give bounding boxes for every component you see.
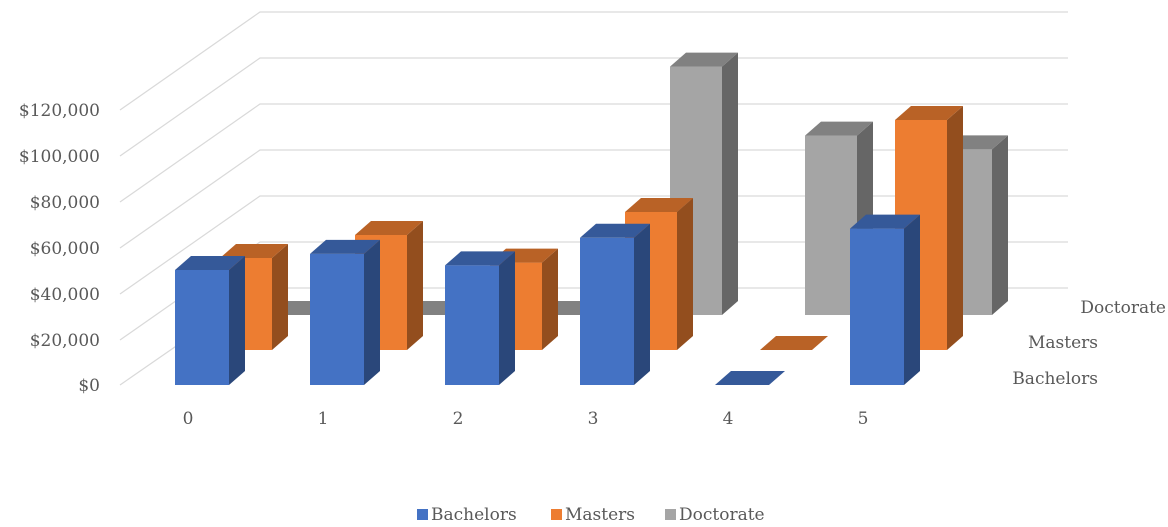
y-tick-label: $120,000 (19, 101, 100, 121)
depth-axis-label: Bachelors (1012, 369, 1098, 389)
y-tick-label: $100,000 (19, 147, 100, 167)
y-tick-label: $40,000 (30, 285, 100, 305)
bar-bachelors-1 (310, 239, 380, 385)
gridline (119, 57, 1068, 157)
depth-axis-label: Doctorate (1080, 298, 1166, 318)
y-tick-label: $0 (78, 376, 100, 396)
y-tick-label: $60,000 (30, 239, 100, 259)
y-tick-label: $80,000 (30, 193, 100, 213)
x-tick-label: 1 (318, 409, 329, 429)
x-tick-label: 4 (723, 409, 734, 429)
gridline (119, 149, 1068, 249)
legend-label: Bachelors (431, 505, 517, 525)
x-tick-label: 0 (183, 409, 194, 429)
grid-layer (119, 11, 1068, 386)
legend-swatch (551, 509, 562, 520)
x-tick-label: 5 (858, 409, 869, 429)
bar-masters-4 (760, 336, 828, 350)
y-tick-label: $20,000 (30, 331, 100, 351)
bar-bachelors-5 (850, 214, 920, 385)
legend-label: Masters (565, 505, 635, 525)
depth-axis-label: Masters (1028, 333, 1098, 353)
legend-item-doctorate: Doctorate (665, 505, 765, 525)
x-tick-label: 3 (588, 409, 599, 429)
bars-layer (175, 52, 1008, 385)
bar-bachelors-2 (445, 251, 515, 385)
x-tick-label: 2 (453, 409, 464, 429)
legend-item-masters: Masters (551, 505, 635, 525)
gridline (119, 11, 1068, 111)
bar-bachelors-0 (175, 256, 245, 385)
gridline (119, 241, 1068, 341)
legend: Bachelors Masters Doctorate (417, 505, 765, 525)
bar-bachelors-4 (715, 371, 785, 385)
legend-label: Doctorate (679, 505, 765, 525)
legend-swatch (665, 509, 676, 520)
gridline (119, 103, 1068, 203)
legend-item-bachelors: Bachelors (417, 505, 517, 525)
axis-layer: $0 $20,000 $40,000 $60,000 $80,000 $100,000 $1… (19, 101, 1166, 429)
legend-swatch (417, 509, 428, 520)
bar-bachelors-3 (580, 223, 650, 385)
gridline (119, 195, 1068, 295)
